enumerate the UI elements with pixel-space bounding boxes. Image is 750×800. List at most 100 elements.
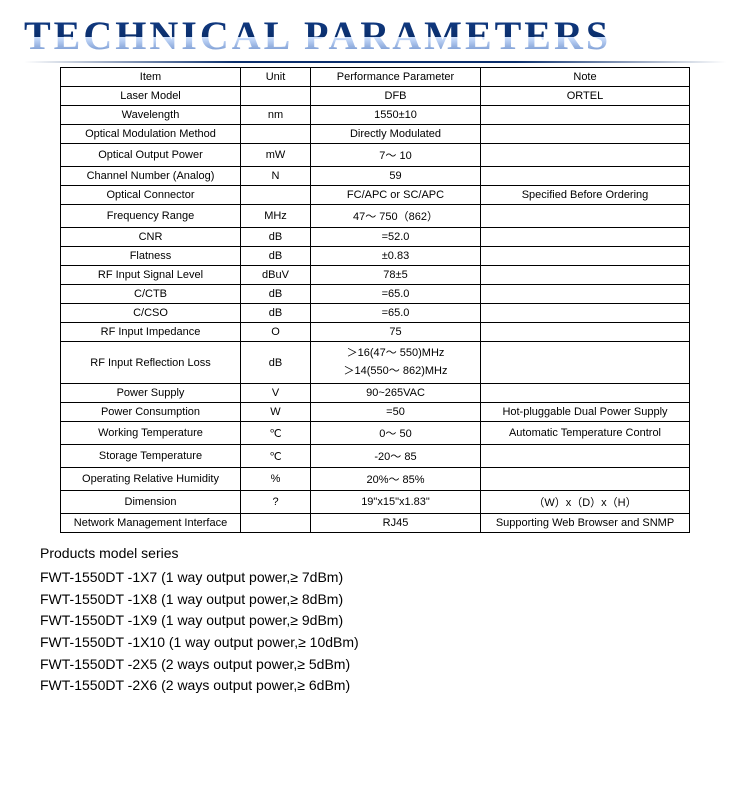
table-row: Dimension?19"x15"x1.83"（W）x（D）x（H） — [61, 491, 690, 514]
cell-item: Operating Relative Humidity — [61, 468, 241, 491]
cell-unit: dB — [241, 304, 311, 323]
cell-item: Power Consumption — [61, 403, 241, 422]
cell-perf: ±0.83 — [311, 247, 481, 266]
cell-unit: mW — [241, 144, 311, 167]
cell-note — [481, 144, 690, 167]
cell-unit: ℃ — [241, 422, 311, 445]
cell-note: Automatic Temperature Control — [481, 422, 690, 445]
model-line: FWT-1550DT -1X10 (1 way output power,≥ 1… — [40, 632, 710, 654]
cell-item: Working Temperature — [61, 422, 241, 445]
cell-perf: 7～ 10 — [311, 144, 481, 167]
table-row: Optical Output PowermW7～ 10 — [61, 144, 690, 167]
col-header-perf: Performance Parameter — [311, 68, 481, 87]
cell-perf: 0～ 50 — [311, 422, 481, 445]
cell-perf: -20～ 85 — [311, 445, 481, 468]
cell-item: CNR — [61, 228, 241, 247]
cell-item: Dimension — [61, 491, 241, 514]
cell-item: RF Input Signal Level — [61, 266, 241, 285]
table-header-row: Item Unit Performance Parameter Note — [61, 68, 690, 87]
table-row: Power SupplyV90~265VAC — [61, 384, 690, 403]
table-row: FlatnessdB±0.83 — [61, 247, 690, 266]
cell-item: Network Management Interface — [61, 514, 241, 533]
cell-item: Channel Number (Analog) — [61, 167, 241, 186]
cell-perf: DFB — [311, 87, 481, 106]
cell-perf: 19"x15"x1.83" — [311, 491, 481, 514]
cell-unit: ℃ — [241, 445, 311, 468]
cell-note — [481, 445, 690, 468]
cell-item: Storage Temperature — [61, 445, 241, 468]
cell-perf: =65.0 — [311, 304, 481, 323]
cell-perf: Directly Modulated — [311, 125, 481, 144]
table-row: Frequency RangeMHz47～ 750（862） — [61, 205, 690, 228]
cell-unit: dB — [241, 247, 311, 266]
cell-perf: 90~265VAC — [311, 384, 481, 403]
table-row: Storage Temperature℃-20～ 85 — [61, 445, 690, 468]
cell-note — [481, 247, 690, 266]
table-row: RF Input Reflection LossdB＞16(47～ 550)MH… — [61, 342, 690, 384]
model-line: FWT-1550DT -1X8 (1 way output power,≥ 8d… — [40, 589, 710, 611]
cell-item: Flatness — [61, 247, 241, 266]
cell-unit: % — [241, 468, 311, 491]
models-section: Products model series FWT-1550DT -1X7 (1… — [0, 533, 750, 697]
cell-note — [481, 228, 690, 247]
cell-note — [481, 266, 690, 285]
cell-unit: O — [241, 323, 311, 342]
table-body: Laser Model DFBORTEL Wavelengthnm1550±10 Op… — [61, 87, 690, 533]
cell-unit: MHz — [241, 205, 311, 228]
cell-item: Optical Output Power — [61, 144, 241, 167]
col-header-item: Item — [61, 68, 241, 87]
models-title: Products model series — [40, 543, 710, 565]
cell-note: ORTEL — [481, 87, 690, 106]
cell-item: Laser Model — [61, 87, 241, 106]
table-row: Optical ConnectorFC/APC or SC/APCSpecifi… — [61, 186, 690, 205]
cell-item: Wavelength — [61, 106, 241, 125]
cell-note — [481, 468, 690, 491]
cell-item: Optical Connector — [61, 186, 241, 205]
cell-note: （W）x（D）x（H） — [481, 491, 690, 514]
cell-unit: N — [241, 167, 311, 186]
cell-item: Optical Modulation Method — [61, 125, 241, 144]
parameters-table: Item Unit Performance Parameter Note Las… — [60, 67, 690, 533]
table-row: Power ConsumptionW=50Hot-pluggable Dual … — [61, 403, 690, 422]
models-list: FWT-1550DT -1X7 (1 way output power,≥ 7d… — [40, 567, 710, 697]
cell-item: C/CSO — [61, 304, 241, 323]
model-line: FWT-1550DT -2X6 (2 ways output power,≥ 6… — [40, 675, 710, 697]
table-row: RF Input Signal LeveldBuV78±5 — [61, 266, 690, 285]
cell-perf: RJ45 — [311, 514, 481, 533]
col-header-unit: Unit — [241, 68, 311, 87]
cell-unit — [241, 186, 311, 205]
table-row: Working Temperature℃0～ 50Automatic Tempe… — [61, 422, 690, 445]
table-row: C/CTBdB=65.0 — [61, 285, 690, 304]
cell-perf: 47～ 750（862） — [311, 205, 481, 228]
table-row: Network Management InterfaceRJ45Supporti… — [61, 514, 690, 533]
cell-note — [481, 342, 690, 384]
cell-item: RF Input Impedance — [61, 323, 241, 342]
cell-note — [481, 167, 690, 186]
cell-note — [481, 106, 690, 125]
table-row: Operating Relative Humidity%20%～ 85% — [61, 468, 690, 491]
cell-unit — [241, 125, 311, 144]
cell-unit: W — [241, 403, 311, 422]
cell-note: Hot-pluggable Dual Power Supply — [481, 403, 690, 422]
cell-note — [481, 304, 690, 323]
cell-perf: =65.0 — [311, 285, 481, 304]
cell-item: C/CTB — [61, 285, 241, 304]
cell-unit: dB — [241, 285, 311, 304]
cell-perf: =52.0 — [311, 228, 481, 247]
table-row: Laser Model DFBORTEL — [61, 87, 690, 106]
col-header-note: Note — [481, 68, 690, 87]
table-row: RF Input ImpedanceO75 — [61, 323, 690, 342]
cell-unit: dB — [241, 342, 311, 384]
model-line: FWT-1550DT -1X9 (1 way output power,≥ 9d… — [40, 610, 710, 632]
cell-perf: 78±5 — [311, 266, 481, 285]
cell-item: Power Supply — [61, 384, 241, 403]
cell-unit: ? — [241, 491, 311, 514]
cell-unit — [241, 87, 311, 106]
cell-note — [481, 205, 690, 228]
cell-unit: nm — [241, 106, 311, 125]
cell-perf: 1550±10 — [311, 106, 481, 125]
cell-note: Specified Before Ordering — [481, 186, 690, 205]
cell-note — [481, 285, 690, 304]
cell-perf: 20%～ 85% — [311, 468, 481, 491]
table-row: C/CSOdB=65.0 — [61, 304, 690, 323]
